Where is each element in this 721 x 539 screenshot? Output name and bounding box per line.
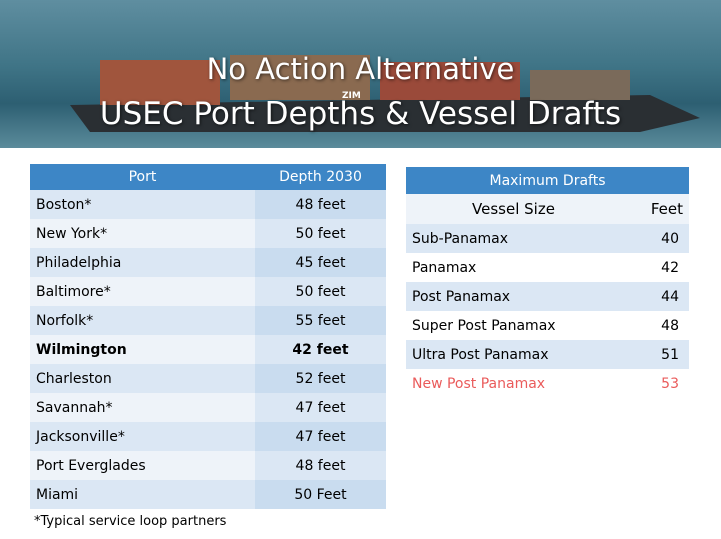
table-cell: Super Post Panamax (406, 311, 621, 340)
table-cell: Port Everglades (30, 451, 255, 480)
table-cell: 47 feet (255, 422, 386, 451)
column-header: Port (30, 164, 255, 190)
table-cell: Sub-Panamax (406, 224, 621, 253)
table-cell: Jacksonville* (30, 422, 255, 451)
table-cell: 55 feet (255, 306, 386, 335)
table-cell: 48 (621, 311, 689, 340)
caption-row: Maximum Drafts (406, 167, 689, 194)
table-cell: 44 (621, 282, 689, 311)
table-cell: 50 feet (255, 277, 386, 306)
table-cell: 51 (621, 340, 689, 369)
table-cell: Panamax (406, 253, 621, 282)
table-cell: Charleston (30, 364, 255, 393)
table-cell: 48 feet (255, 190, 386, 219)
drafts-table: Maximum Drafts Vessel Size Feet Sub-Pana… (406, 167, 689, 398)
table-title: Maximum Drafts (406, 167, 689, 194)
title: USEC Port Depths & Vessel Drafts (0, 96, 721, 132)
table-cell: 50 Feet (255, 480, 386, 509)
table-cell: Norfolk* (30, 306, 255, 335)
column-header: Vessel Size (406, 194, 621, 224)
table-cell: 40 (621, 224, 689, 253)
table-cell: Ultra Post Panamax (406, 340, 621, 369)
table-cell: Baltimore* (30, 277, 255, 306)
table-cell: 48 feet (255, 451, 386, 480)
table-row: Boston*48 feet (30, 190, 386, 219)
header-row: Port Depth 2030 (30, 164, 386, 190)
footnote: *Typical service loop partners (34, 514, 226, 529)
table-cell: Miami (30, 480, 255, 509)
table-cell: Wilmington (30, 335, 255, 364)
table-cell: 45 feet (255, 248, 386, 277)
table-cell: 42 (621, 253, 689, 282)
table-cell: 42 feet (255, 335, 386, 364)
table-cell: 50 feet (255, 219, 386, 248)
table-cell: Post Panamax (406, 282, 621, 311)
table-cell: Philadelphia (30, 248, 255, 277)
table-cell: Savannah* (30, 393, 255, 422)
table-row: Norfolk*55 feet (30, 306, 386, 335)
slide: {"header":{"title_line1":"No Action Alte… (0, 0, 721, 539)
table-row: Baltimore*50 feet (30, 277, 386, 306)
table-cell: 53 (621, 369, 689, 398)
table-row: Jacksonville*47 feet (30, 422, 386, 451)
column-header: Feet (621, 194, 689, 224)
header-row: Vessel Size Feet (406, 194, 689, 224)
table-cell: Boston* (30, 190, 255, 219)
table-row: Savannah*47 feet (30, 393, 386, 422)
table-cell: New Post Panamax (406, 369, 621, 398)
table-cell: 47 feet (255, 393, 386, 422)
banner: No Action Alternative ZIM USEC Port Dept… (0, 0, 721, 148)
table-row: New York*50 feet (30, 219, 386, 248)
title: No Action Alternative (0, 52, 721, 86)
table-cell: New York* (30, 219, 255, 248)
table-cell: 52 feet (255, 364, 386, 393)
column-header: Depth 2030 (255, 164, 386, 190)
